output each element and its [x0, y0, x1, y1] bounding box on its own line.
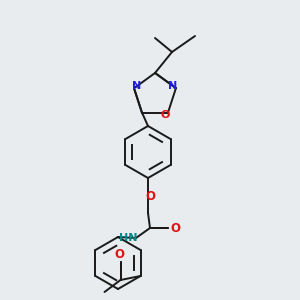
Text: O: O [170, 221, 180, 235]
Text: O: O [160, 110, 170, 120]
Text: O: O [145, 190, 155, 202]
Text: N: N [133, 81, 142, 91]
Text: HN: HN [119, 233, 137, 243]
Text: N: N [168, 81, 178, 91]
Text: O: O [115, 248, 124, 262]
